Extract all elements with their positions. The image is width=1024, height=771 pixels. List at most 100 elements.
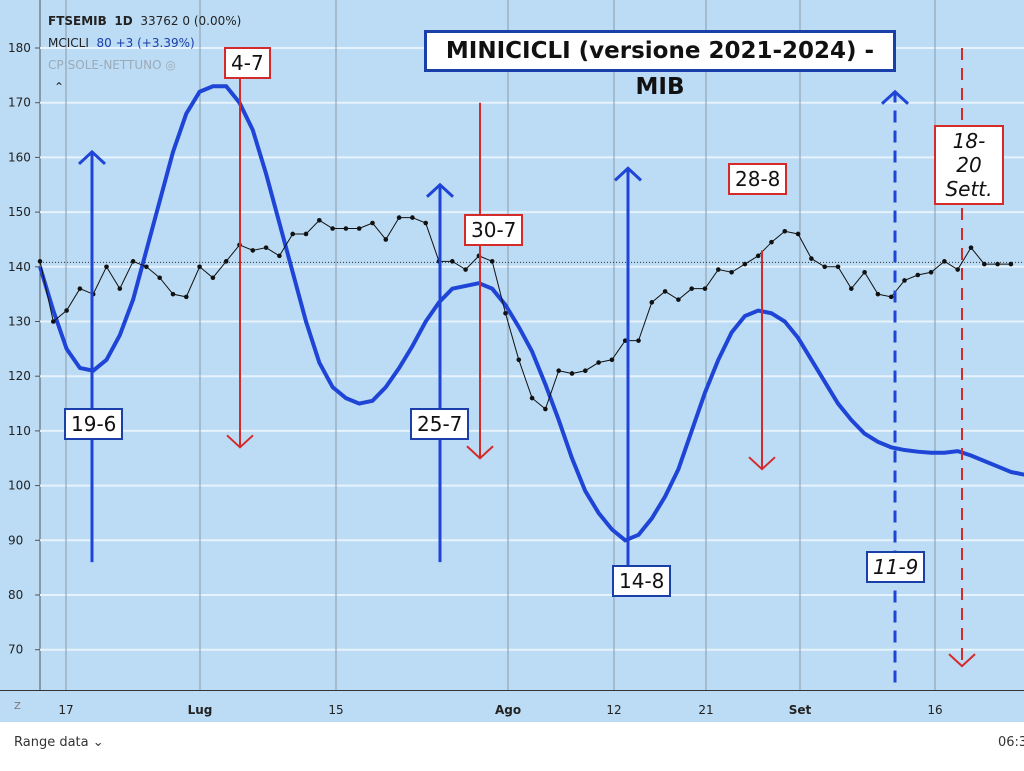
price-point	[676, 297, 681, 302]
price-point	[303, 231, 309, 237]
annotation-label: 30-7	[464, 214, 524, 246]
annotation-label: 25-7	[410, 408, 470, 440]
eye-hidden-icon[interactable]: ◎	[165, 58, 176, 72]
price-point	[157, 275, 162, 281]
y-tick-label: 110	[8, 424, 31, 438]
price-point	[1008, 261, 1014, 267]
price-point	[835, 264, 841, 270]
x-tick-label: Set	[788, 703, 812, 717]
price-point	[809, 256, 814, 261]
arrow-head-icon	[748, 456, 776, 471]
annotation-label: 4-7	[224, 47, 271, 79]
collapse-legend-icon[interactable]: ⌃	[54, 80, 65, 94]
y-tick-label: 80	[8, 588, 23, 602]
x-tick-label: 17	[58, 703, 74, 717]
clock: 06:3	[998, 735, 1024, 750]
legend: FTSEMIB 1D 33762 0 (0.00%) MCICLI 80 +3 …	[48, 10, 241, 98]
price-point	[529, 395, 535, 401]
y-tick-label: 170	[8, 96, 31, 110]
price-point	[888, 294, 894, 300]
price-point	[596, 360, 601, 365]
annotation-label: 19-6	[64, 408, 124, 440]
cycle-line	[38, 84, 1024, 543]
price-point	[463, 267, 468, 272]
y-tick-label: 130	[8, 315, 31, 329]
price-point	[37, 259, 43, 264]
annotation-label: 14-8	[612, 565, 672, 597]
x-tick-label: 15	[328, 703, 344, 717]
time-axis[interactable]: Z 17 Lug 15 Ago 12 21 Set 16	[0, 690, 1024, 723]
price-point	[104, 264, 109, 270]
price-point	[317, 218, 322, 223]
price-point	[862, 269, 867, 275]
price-point	[383, 237, 389, 242]
price-point	[928, 269, 934, 275]
arrow-head-icon	[880, 89, 910, 105]
price-point	[210, 275, 216, 281]
arrow-head-icon	[226, 434, 254, 449]
price-point	[263, 245, 269, 250]
price-point	[822, 264, 827, 270]
price-point	[569, 371, 575, 376]
symbol[interactable]: FTSEMIB	[48, 14, 107, 28]
y-tick-label: 150	[8, 205, 31, 219]
price-point	[503, 310, 508, 316]
price-point	[995, 261, 1000, 267]
y-tick-label: 140	[8, 260, 31, 274]
price-point	[356, 226, 362, 231]
price-point	[609, 357, 615, 363]
range-data-button[interactable]: Range data ⌄	[14, 735, 104, 750]
price-point	[755, 253, 761, 259]
price-point	[742, 261, 748, 267]
price-line	[39, 217, 1011, 410]
price-point	[649, 300, 655, 305]
bottom-bar: Range data ⌄ 06:3	[0, 722, 1024, 771]
annotation-label: 18-20 Sett.	[934, 125, 1004, 205]
price-point	[583, 368, 588, 374]
price-point	[410, 215, 415, 220]
chevron-down-icon: ⌄	[92, 735, 104, 750]
chart-plot[interactable]: 70 80 90 100 110 120 130 140 150 160 170 180	[0, 0, 1024, 690]
price-point	[556, 368, 561, 374]
price-point	[516, 357, 522, 363]
price-point	[955, 267, 960, 272]
y-tick-label: 100	[8, 479, 31, 493]
price-point	[915, 272, 921, 278]
hidden-indicator[interactable]: CP:SOLE-NETTUNO	[48, 58, 162, 72]
price-point	[51, 319, 56, 324]
price-point	[702, 286, 708, 291]
price-point	[849, 286, 854, 291]
price-point	[942, 259, 947, 264]
price-point	[330, 226, 335, 231]
price-point	[77, 286, 83, 291]
x-tick-label: 21	[698, 703, 714, 717]
indicator-name[interactable]: MCICLI	[48, 36, 89, 50]
price-point	[729, 269, 734, 275]
price-point	[170, 291, 176, 297]
arrow-head-icon	[77, 149, 107, 166]
price-point	[423, 220, 429, 226]
price-point	[782, 228, 788, 234]
y-tick-label: 180	[8, 41, 31, 55]
price-point	[117, 286, 123, 291]
price-point	[130, 259, 136, 264]
arrow-head-icon	[948, 653, 976, 668]
y-tick-label: 120	[8, 369, 31, 383]
z-button[interactable]: Z	[14, 701, 21, 712]
x-tick-label: Lug	[187, 703, 213, 717]
price-point	[290, 231, 296, 237]
arrow-head-icon	[425, 182, 455, 198]
annotation-label: 28-8	[728, 163, 788, 195]
price-point	[450, 259, 455, 264]
price-point	[689, 286, 694, 291]
price-point	[489, 259, 495, 264]
chart-title: MINICICLI (versione 2021-2024) - MIB	[424, 30, 896, 100]
price-point	[223, 259, 229, 264]
price-point	[622, 338, 628, 343]
y-tick-label: 90	[8, 533, 23, 547]
annotation-label: 11-9	[866, 551, 926, 583]
arrow-head-icon	[613, 166, 643, 182]
y-tick-label: 160	[8, 150, 31, 164]
price-point	[64, 308, 69, 313]
